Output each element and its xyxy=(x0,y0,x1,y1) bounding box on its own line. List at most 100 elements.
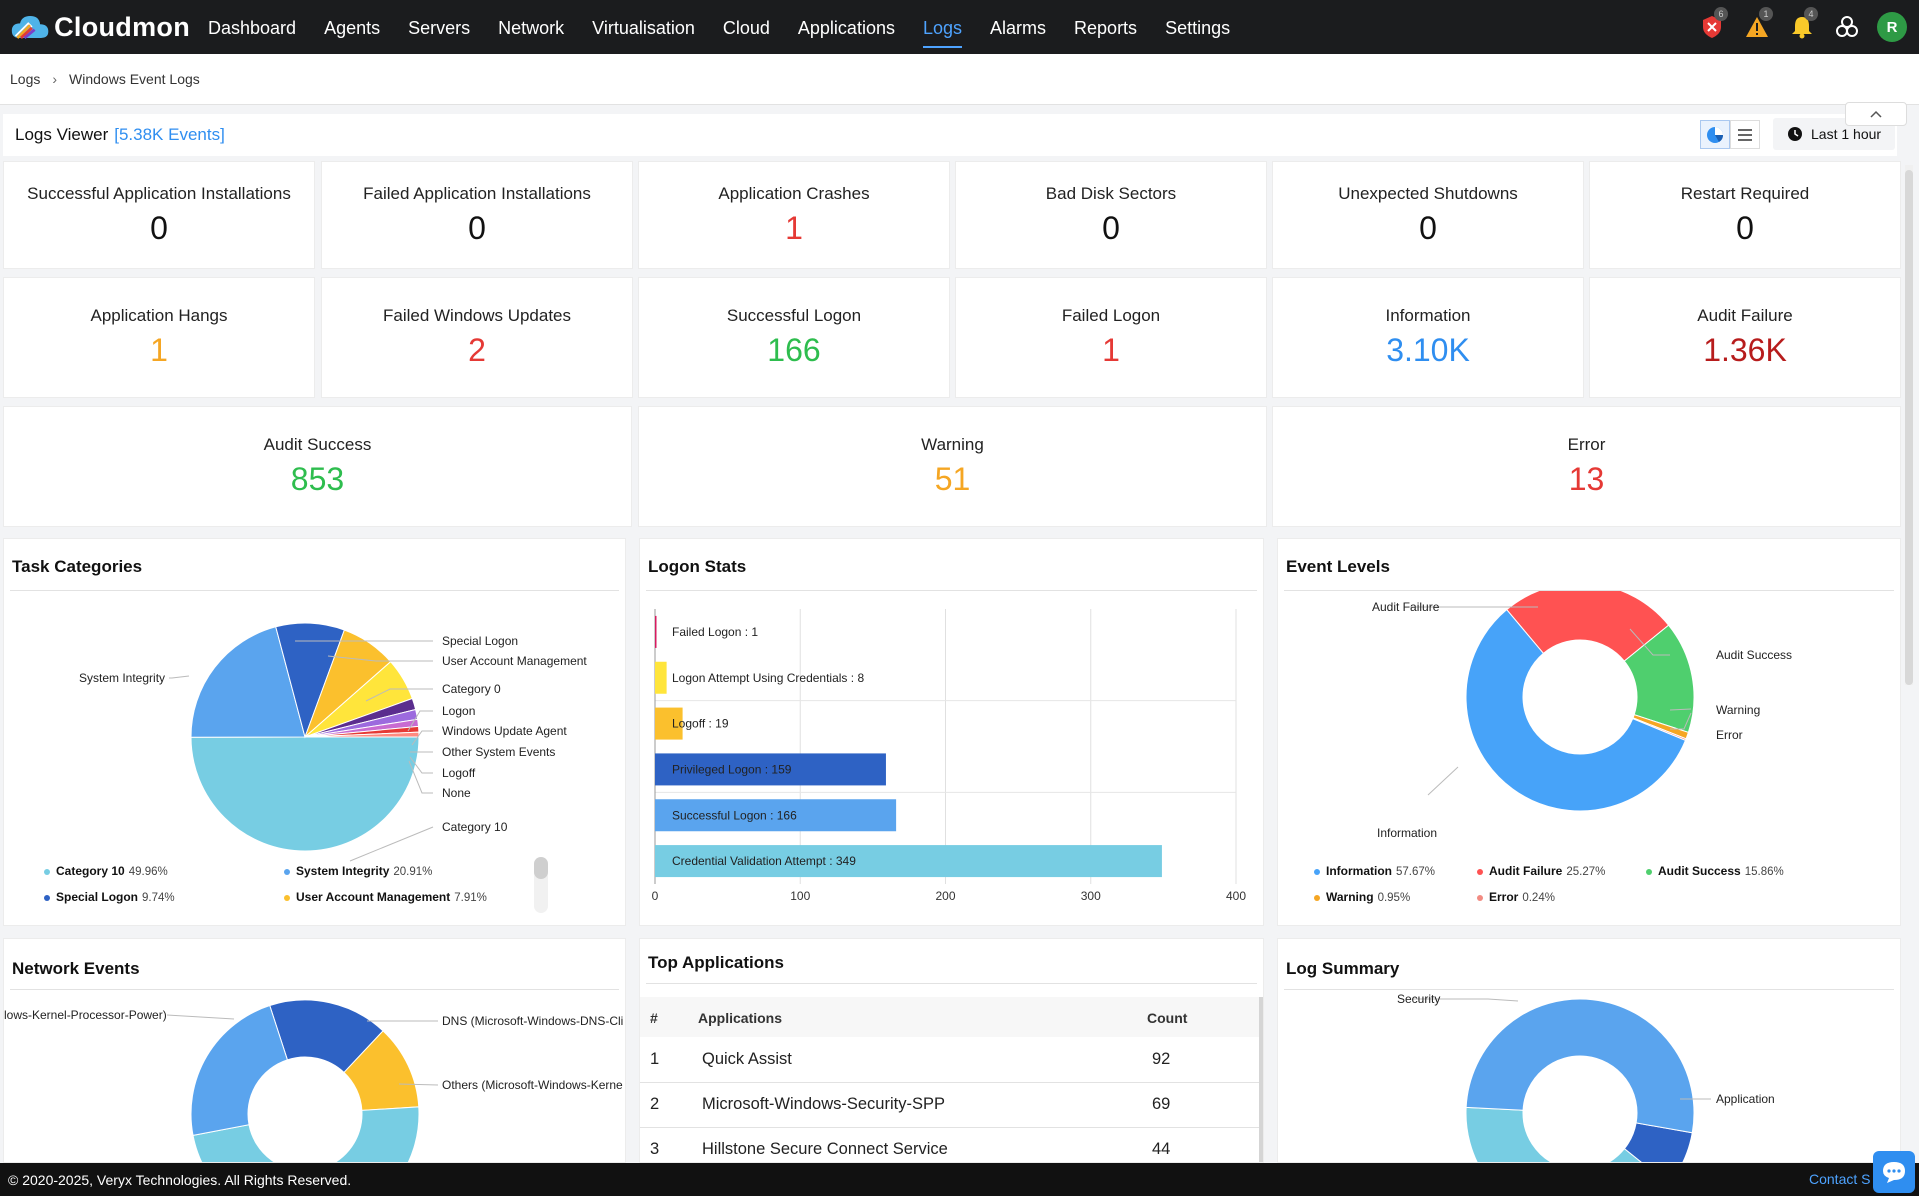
slice-rest[interactable] xyxy=(1465,1106,1669,1163)
nav-settings[interactable]: Settings xyxy=(1165,18,1231,38)
legend-item[interactable]: Information 57.67% xyxy=(1314,864,1435,878)
nav-cloud[interactable]: Cloud xyxy=(722,18,770,38)
app-logo[interactable]: Cloudmon xyxy=(10,11,190,43)
collapse-button[interactable] xyxy=(1845,102,1907,126)
legend-item[interactable]: Error 0.24% xyxy=(1477,890,1555,904)
stat-card[interactable]: Audit Success 853 xyxy=(3,406,632,527)
stat-card[interactable]: Warning 51 xyxy=(638,406,1267,527)
col-num-header: # xyxy=(650,1010,658,1026)
slice-information[interactable] xyxy=(1465,608,1687,812)
stat-label: Error xyxy=(1567,435,1606,454)
legend-pct: 0.24% xyxy=(1522,892,1555,904)
slice-category-10[interactable] xyxy=(190,736,420,852)
nav-servers[interactable]: Servers xyxy=(408,18,471,38)
table-row[interactable]: 2 Microsoft-Windows-Security-SPP 69 xyxy=(640,1083,1261,1128)
col-count-header[interactable]: Count xyxy=(1147,1010,1188,1026)
legend-item[interactable]: Audit Success 15.86% xyxy=(1646,864,1784,878)
panel-title: Log Summary xyxy=(1286,959,1400,978)
event-levels-panel: Event Levels Audit Failure Audit Success… xyxy=(1277,538,1901,926)
nav-alarms[interactable]: Alarms xyxy=(990,18,1047,38)
page-scrollbar-thumb[interactable] xyxy=(1905,170,1913,685)
nav-agents[interactable]: Agents xyxy=(324,18,381,38)
chart-view-button[interactable] xyxy=(1700,120,1730,149)
legend-scroll-thumb[interactable] xyxy=(534,857,548,879)
stat-card[interactable]: Application Hangs 1 xyxy=(3,277,315,398)
nav-reports[interactable]: Reports xyxy=(1074,18,1138,38)
legend-item[interactable]: Category 10 49.96% xyxy=(44,864,168,878)
modules-icon xyxy=(1835,16,1858,37)
chat-button[interactable] xyxy=(1873,1151,1915,1193)
slice-category-a[interactable] xyxy=(192,1106,420,1163)
log-summary-chart: Security Application xyxy=(1397,992,1775,1163)
stat-card[interactable]: Failed Application Installations 0 xyxy=(321,161,633,269)
slice-system-integrity[interactable] xyxy=(190,626,306,738)
slice-audit-failure[interactable] xyxy=(1506,591,1670,662)
nav-applications[interactable]: Applications xyxy=(797,18,895,38)
modules-button[interactable] xyxy=(1824,0,1869,54)
table-row[interactable]: 3 Hillstone Secure Connect Service 44 xyxy=(640,1128,1261,1162)
col-app-header[interactable]: Applications xyxy=(698,1010,783,1026)
stat-card[interactable]: Error 13 xyxy=(1272,406,1901,527)
stat-card[interactable]: Failed Windows Updates 2 xyxy=(321,277,633,398)
legend-item[interactable]: System Integrity 20.91% xyxy=(284,864,432,878)
nav-virtualisation[interactable]: Virtualisation xyxy=(592,18,695,38)
stat-value: 51 xyxy=(934,461,971,497)
copyright-text: © 2020-2025, Veryx Technologies. All Rig… xyxy=(8,1171,352,1188)
x-tick-label: 0 xyxy=(652,889,659,903)
warning-alarms-button[interactable]: 1 xyxy=(1734,0,1779,54)
stat-value: 0 xyxy=(1419,210,1437,246)
row-app-name: Hillstone Secure Connect Service xyxy=(702,1140,948,1158)
stat-card[interactable]: Application Crashes 1 xyxy=(638,161,950,269)
nav-network[interactable]: Network xyxy=(498,18,565,38)
pie-label-windows-update-agent: Windows Update Agent xyxy=(442,724,567,738)
pie-label-other-system-events: Other System Events xyxy=(442,745,555,759)
bar-successful-logon[interactable] xyxy=(655,799,897,832)
legend-item[interactable]: User Account Management 7.91% xyxy=(284,890,487,904)
stat-label: Unexpected Shutdowns xyxy=(1338,184,1518,203)
slice-application[interactable] xyxy=(1623,1122,1693,1163)
list-view-button[interactable] xyxy=(1730,120,1760,149)
legend-item[interactable]: Special Logon 9.74% xyxy=(44,890,175,904)
stat-label: Application Hangs xyxy=(90,306,228,325)
bar-failed-logon[interactable] xyxy=(655,615,657,648)
stat-card[interactable]: Successful Application Installations 0 xyxy=(3,161,315,269)
bar-privileged-logon[interactable] xyxy=(655,753,886,786)
main-nav: Dashboard Agents Servers Network Virtual… xyxy=(194,0,1244,54)
bar-logoff[interactable] xyxy=(655,707,683,740)
task-categories-chart: Special Logon User Account Management Ca… xyxy=(79,622,587,862)
nav-logs[interactable]: Logs xyxy=(909,0,976,54)
bar-credential-validation-attempt[interactable] xyxy=(655,845,1162,878)
pie-label-category-0: Category 0 xyxy=(442,682,501,696)
stat-card[interactable]: Unexpected Shutdowns 0 xyxy=(1272,161,1584,269)
critical-alarms-button[interactable]: 6 xyxy=(1689,0,1734,54)
pie-chart-icon xyxy=(1707,126,1724,143)
notifications-button[interactable]: 4 xyxy=(1779,0,1824,54)
time-range-label: Last 1 hour xyxy=(1811,126,1882,142)
chevron-up-icon xyxy=(1870,110,1882,118)
contact-support-link[interactable]: Contact S xyxy=(1809,1171,1871,1187)
task-categories-panel: Task Categories Special Logon User Accou… xyxy=(3,538,626,926)
stat-value: 166 xyxy=(767,332,821,368)
breadcrumb-logs[interactable]: Logs xyxy=(10,71,41,87)
slice-lows-kernel-processor-power[interactable] xyxy=(190,1004,289,1136)
table-row[interactable]: 1 Quick Assist 92 xyxy=(640,1038,1261,1083)
legend-scrollbar[interactable] xyxy=(534,857,548,913)
pie-label-none: None xyxy=(442,786,471,800)
stat-card[interactable]: Failed Logon 1 xyxy=(955,277,1267,398)
stat-card[interactable]: Restart Required 0 xyxy=(1589,161,1901,269)
stat-card[interactable]: Information 3.10K xyxy=(1272,277,1584,398)
nav-dashboard[interactable]: Dashboard xyxy=(208,18,297,38)
stat-value: 0 xyxy=(1736,210,1754,246)
stat-card[interactable]: Bad Disk Sectors 0 xyxy=(955,161,1267,269)
table-scrollbar[interactable] xyxy=(1259,997,1263,1162)
slice-security[interactable] xyxy=(1465,998,1695,1134)
bar-logon-attempt-using-credentials[interactable] xyxy=(655,661,667,694)
stat-card[interactable]: Successful Logon 166 xyxy=(638,277,950,398)
legend-item[interactable]: Warning 0.95% xyxy=(1314,890,1410,904)
bar-label: Logon Attempt Using Credentials : 8 xyxy=(672,671,864,685)
stat-card[interactable]: Audit Failure 1.36K xyxy=(1589,277,1901,398)
bar-label: Credential Validation Attempt : 349 xyxy=(672,854,856,868)
user-avatar[interactable]: R xyxy=(1877,12,1907,42)
legend-item[interactable]: Audit Failure 25.27% xyxy=(1477,864,1605,878)
stat-label: Failed Application Installations xyxy=(363,184,591,203)
